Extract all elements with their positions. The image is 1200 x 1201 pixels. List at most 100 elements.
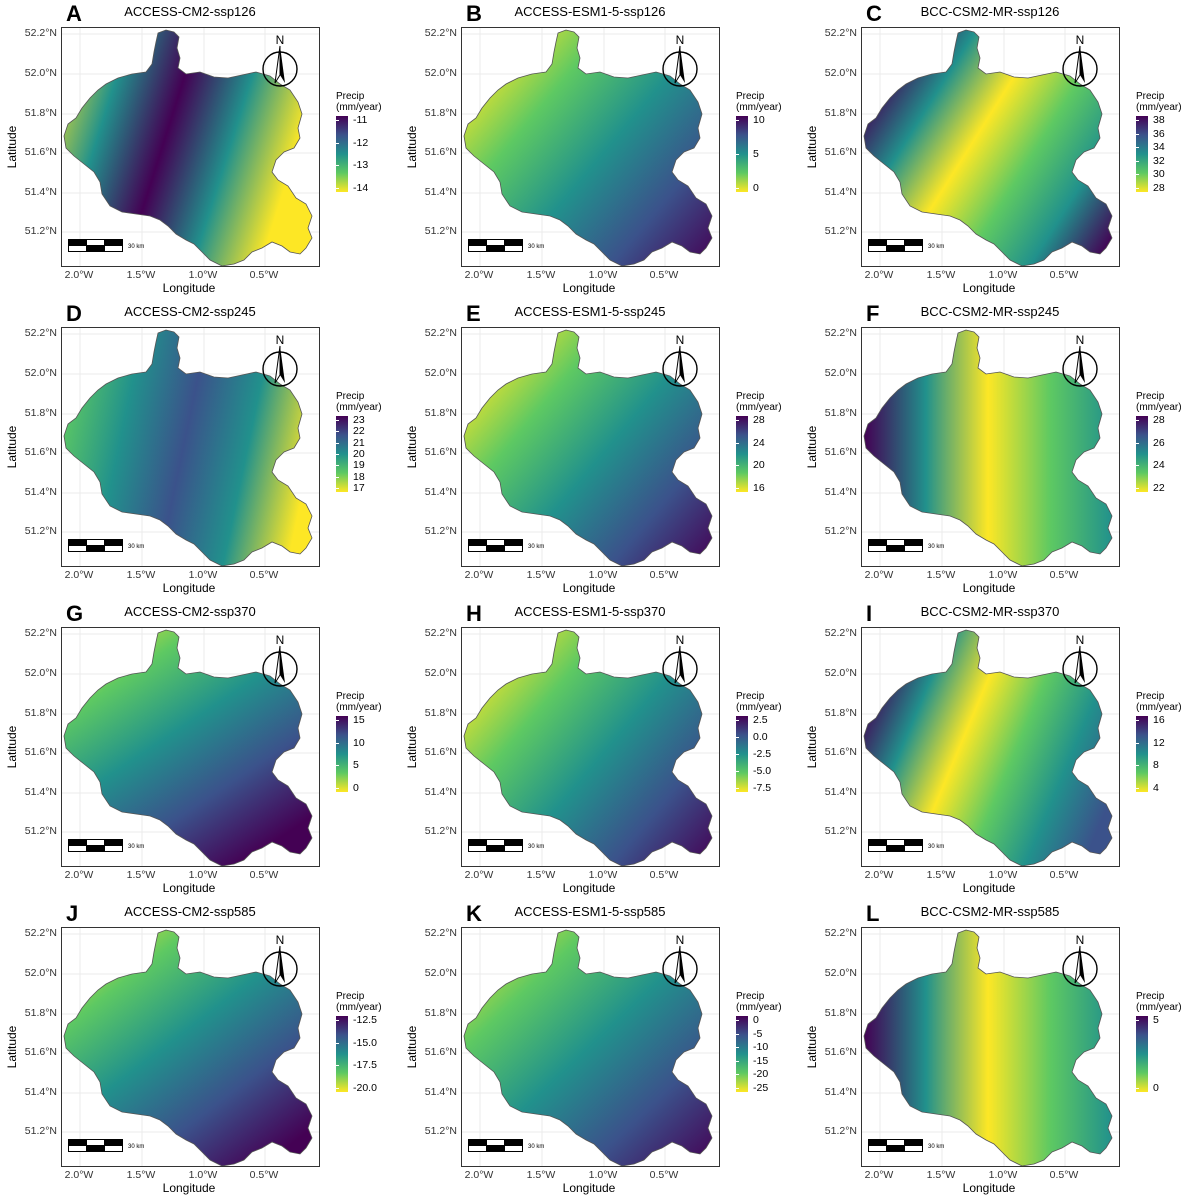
lat-tick: 52.0°N — [24, 367, 57, 379]
lon-tick: 0.5°W — [649, 1169, 679, 1181]
region-shape — [863, 29, 1113, 266]
lat-tick: 52.0°N — [24, 667, 57, 679]
scale-bar-icon — [468, 1139, 558, 1153]
x-axis-label: Longitude — [162, 881, 216, 895]
map-panel: K ACCESS-ESM1-5-ssp585 52.2°N 52.0°N 51.… — [400, 900, 800, 1200]
legend-tick — [336, 1065, 339, 1067]
lon-tick: 1.5°W — [126, 269, 156, 281]
x-axis-label: Longitude — [962, 881, 1016, 895]
lat-tick: 52.0°N — [824, 367, 857, 379]
legend-tick — [1136, 133, 1139, 135]
colorbar — [336, 716, 348, 792]
scale-label: 30 km — [128, 244, 145, 250]
legend-label: 5 — [1153, 1014, 1159, 1026]
lat-tick: 51.8°N — [424, 707, 457, 719]
legend-tick — [736, 1020, 739, 1021]
x-axis-label: Longitude — [562, 881, 616, 895]
legend-tick — [336, 188, 339, 189]
legend-label: 0 — [1153, 1082, 1159, 1094]
legend-label: 0.0 — [753, 731, 768, 743]
north-arrow-icon: N — [658, 633, 702, 689]
x-axis-label: Longitude — [562, 281, 616, 295]
legend-label: 28 — [753, 414, 765, 426]
legend-tick — [736, 1060, 739, 1062]
north-arrow-icon: N — [258, 333, 302, 389]
panel-title: BCC-CSM2-MR-ssp245 — [920, 304, 1060, 319]
legend-tick — [736, 771, 739, 772]
x-axis-label: Longitude — [962, 581, 1016, 595]
legend-label: 2.5 — [753, 714, 768, 726]
x-axis-label: Longitude — [162, 1181, 216, 1195]
lat-tick: 52.0°N — [824, 67, 857, 79]
colorbar — [736, 116, 748, 192]
legend-tick — [1136, 1020, 1139, 1021]
x-axis-label: Longitude — [162, 281, 216, 295]
legend-label: -15 — [753, 1054, 769, 1067]
lon-tick: 0.5°W — [1049, 1169, 1079, 1181]
lon-tick: 1.0°W — [988, 1169, 1018, 1181]
legend-tick — [1136, 120, 1139, 121]
legend-label: 32 — [1153, 154, 1165, 167]
map-plot-area — [861, 627, 1120, 867]
legend-label: -11 — [353, 114, 368, 126]
lon-tick: 0.5°W — [249, 869, 279, 881]
panel-title: ACCESS-ESM1-5-ssp126 — [514, 4, 666, 19]
legend-unit: (mm/year) — [1136, 402, 1182, 413]
legend-label: -5.0 — [753, 765, 772, 777]
lat-tick: 51.8°N — [24, 707, 57, 719]
north-label: N — [1076, 333, 1085, 347]
legend-tick — [736, 754, 739, 755]
panel-letter: C — [866, 1, 882, 26]
north-label: N — [1076, 33, 1085, 47]
legend-label: 24 — [753, 436, 765, 449]
scale-bar-icon — [68, 539, 158, 553]
lon-tick: 1.5°W — [926, 269, 956, 281]
legend-unit: (mm/year) — [336, 402, 382, 413]
lon-tick: 2.0°W — [64, 869, 94, 881]
north-label: N — [276, 33, 285, 47]
legend-tick — [1136, 742, 1139, 744]
panel-title: BCC-CSM2-MR-ssp585 — [920, 904, 1060, 919]
lat-tick: 51.8°N — [824, 107, 857, 119]
legend-label: -12 — [353, 136, 369, 149]
legend-title: Precip — [736, 91, 765, 102]
colorbar — [336, 416, 348, 492]
legend-unit: (mm/year) — [736, 402, 782, 413]
legend-label: -7.5 — [753, 782, 772, 794]
north-label: N — [276, 633, 285, 647]
lat-tick: 51.2°N — [824, 225, 857, 237]
scale-bar-icon — [868, 239, 958, 253]
lon-tick: 0.5°W — [249, 1169, 279, 1181]
legend-label: -14 — [353, 182, 369, 194]
legend-unit: (mm/year) — [336, 1002, 382, 1013]
precip-map-svg — [862, 628, 1119, 866]
colorbar-legend: Precip (mm/year) 28 24 20 16 — [736, 391, 800, 494]
colorbar-legend: Precip (mm/year) 38 36 34 32 30 28 — [1136, 91, 1200, 194]
map-panel: D ACCESS-CM2-ssp245 52.2°N 52.0°N 51.8°N… — [0, 300, 400, 600]
legend-label: 16 — [1153, 714, 1165, 726]
lat-tick: 51.4°N — [824, 1086, 857, 1098]
legend-tick — [736, 442, 739, 444]
panel-letter: I — [866, 601, 873, 626]
legend-tick — [336, 765, 339, 767]
x-axis-label: Longitude — [162, 581, 216, 595]
lon-tick: 1.5°W — [926, 869, 956, 881]
legend-title: Precip — [736, 691, 765, 702]
colorbar-legend: Precip (mm/year) 23 22 21 20 19 18 17 — [336, 391, 400, 494]
legend-unit: (mm/year) — [736, 102, 782, 113]
lat-tick: 51.2°N — [824, 525, 857, 537]
x-axis-label: Longitude — [962, 1181, 1016, 1195]
north-label: N — [276, 933, 285, 947]
lat-tick: 51.8°N — [424, 407, 457, 419]
lon-tick: 1.0°W — [188, 569, 218, 581]
lon-tick: 1.5°W — [526, 569, 556, 581]
lon-tick: 1.0°W — [588, 869, 618, 881]
lat-tick: 51.6°N — [824, 1046, 857, 1058]
lon-tick: 2.0°W — [464, 1169, 494, 1181]
legend-label: -12.5 — [353, 1014, 377, 1026]
legend-label: 15 — [353, 714, 365, 726]
legend-label: 5 — [353, 759, 359, 772]
legend-label: 28 — [1153, 414, 1165, 426]
north-arrow-icon: N — [1058, 933, 1102, 989]
north-arrow-icon: N — [258, 33, 302, 89]
